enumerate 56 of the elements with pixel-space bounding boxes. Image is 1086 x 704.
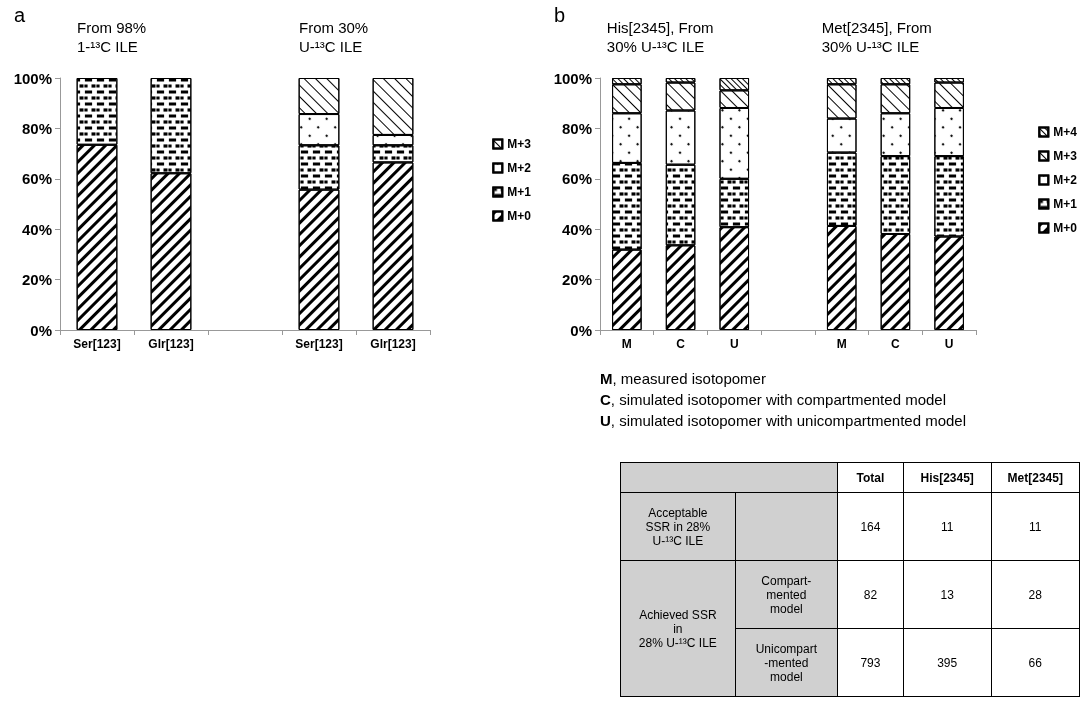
- text: Met[2345], From 30% U-¹³C ILE: [821, 18, 932, 56]
- y-tick-label: 0%: [570, 321, 592, 339]
- text: Acceptable SSR in 28% U-¹³C ILE: [620, 492, 736, 561]
- text: U, simulated isotopomer with unicompartmented model: [600, 411, 967, 431]
- text: 793: [837, 628, 904, 697]
- x-tick-label: C: [891, 337, 901, 351]
- x-tick-label: M: [621, 337, 632, 351]
- legend-label: M+0: [1053, 221, 1078, 235]
- text: Met[2345]: [991, 462, 1080, 493]
- x-tick-label: U: [944, 337, 954, 351]
- text: Unicompart -mented model: [735, 628, 838, 697]
- text: From 98% 1-¹³C ILE: [77, 18, 147, 56]
- chart-title: a: [14, 4, 26, 27]
- legend-label: M+2: [1053, 173, 1078, 187]
- legend-label: M+0: [507, 209, 532, 223]
- x-tick-label: M: [836, 337, 847, 351]
- y-tick-label: 80%: [21, 119, 52, 137]
- legend-label: M+3: [507, 137, 532, 151]
- x-tick-label: C: [676, 337, 686, 351]
- y-tick-label: 100%: [553, 69, 592, 87]
- x-tick-label: Ser[123]: [295, 337, 343, 351]
- text: Achieved SSR in 28% U-¹³C ILE: [620, 560, 736, 697]
- text: From 30% U-¹³C ILE: [299, 18, 369, 56]
- text: 66: [991, 628, 1080, 697]
- chart-title: b: [554, 4, 566, 27]
- y-tick-label: 0%: [30, 321, 52, 339]
- legend-label: M+1: [1053, 197, 1078, 211]
- y-tick-label: 60%: [561, 170, 592, 188]
- text: 395: [903, 628, 992, 697]
- y-tick-label: 20%: [561, 271, 592, 289]
- text: Total: [837, 462, 904, 493]
- text: 11: [991, 492, 1080, 561]
- text: 164: [837, 492, 904, 561]
- text: Compart- mented model: [735, 560, 838, 629]
- text: 11: [903, 492, 992, 561]
- y-tick-label: 100%: [13, 69, 52, 87]
- y-tick-label: 20%: [21, 271, 52, 289]
- x-tick-label: Glr[123]: [148, 337, 194, 351]
- text: M, measured isotopomer: [600, 369, 767, 389]
- text: His[2345]: [903, 462, 992, 493]
- text: 28: [991, 560, 1080, 629]
- y-tick-label: 60%: [21, 170, 52, 188]
- text: C, simulated isotopomer with compartmented model: [600, 390, 947, 410]
- text: 82: [837, 560, 904, 629]
- y-tick-label: 40%: [561, 220, 592, 238]
- x-tick-label: Ser[123]: [73, 337, 121, 351]
- legend-label: M+1: [507, 185, 532, 199]
- x-tick-label: Glr[123]: [370, 337, 416, 351]
- y-tick-label: 40%: [21, 220, 52, 238]
- legend-label: M+2: [507, 161, 532, 175]
- legend-label: M+3: [1053, 149, 1078, 163]
- legend-label: M+4: [1053, 125, 1078, 139]
- x-tick-label: U: [729, 337, 739, 351]
- text: His[2345], From 30% U-¹³C ILE: [606, 18, 714, 56]
- text: 13: [903, 560, 992, 629]
- y-tick-label: 80%: [561, 119, 592, 137]
